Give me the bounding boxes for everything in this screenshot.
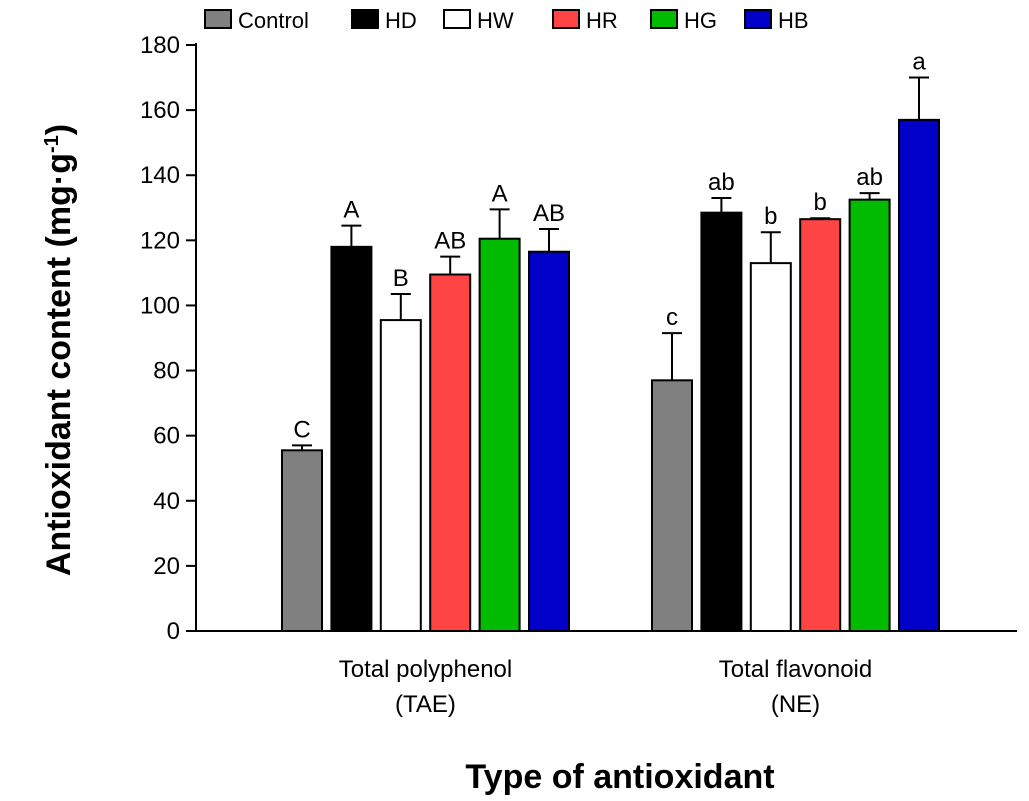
axes: 0 20 40 60 80 100 120 140 160 180 Total polyphenol…	[140, 32, 1017, 718]
y-axis-title: Antioxidant content (mg·g-1)	[40, 124, 78, 576]
plot-area: Cc Aab Bb AB b Aab AB a	[281, 49, 940, 633]
bar-hd-1	[700, 211, 743, 633]
sig-label-hw-0: B	[393, 265, 409, 292]
y-tick-label: 180	[140, 32, 180, 59]
bar-hg-1	[848, 198, 891, 632]
bar-hg-0	[478, 237, 521, 632]
y-tick-label: 120	[140, 227, 180, 254]
legend-swatch-hr	[552, 9, 580, 29]
legend-swatch-hg	[650, 9, 678, 29]
sig-label-hb-0: AB	[533, 200, 565, 227]
legend-swatch-hd	[351, 9, 379, 29]
y-tick-label: 160	[140, 97, 180, 124]
legend-label-control: Control	[238, 8, 309, 33]
sig-label-hg-0: A	[492, 180, 508, 207]
sig-label-control-1: c	[666, 304, 678, 331]
bar-control-1	[651, 379, 693, 633]
y-tick-label: 20	[153, 553, 180, 580]
y-tick-label: 100	[140, 292, 180, 319]
bar-hd-0	[330, 245, 373, 632]
legend-swatch-control	[204, 9, 232, 29]
x-axis-title: Type of antioxidant	[465, 758, 774, 796]
legend-swatch-hb	[744, 9, 772, 29]
legend-label-hr: HR	[586, 8, 618, 33]
bar-hb-0	[528, 250, 570, 632]
sig-label-hw-1: b	[764, 203, 777, 230]
bar-hw-1	[749, 262, 792, 632]
sig-label-hd-0: A	[343, 197, 359, 224]
sig-label-hb-1: a	[912, 49, 926, 76]
sig-label-control-0: C	[293, 416, 310, 443]
y-tick-label: 40	[153, 488, 180, 515]
y-tick-label: 140	[140, 162, 180, 189]
y-tick-label: 0	[167, 618, 180, 645]
category-label-sub: (TAE)	[395, 691, 456, 718]
legend-label-hb: HB	[778, 8, 809, 33]
bar-hr-0	[429, 273, 472, 632]
bar-hw-0	[379, 319, 422, 632]
legend-swatch-hw	[443, 9, 471, 29]
y-tick-label: 80	[153, 358, 180, 385]
sig-label-hr-1: b	[814, 189, 827, 216]
bar-hr-1	[799, 218, 842, 633]
sig-label-hd-1: ab	[708, 169, 735, 196]
category-label: Total polyphenol	[339, 656, 512, 683]
sig-label-hg-1: ab	[856, 164, 883, 191]
legend-label-hg: HG	[684, 8, 717, 33]
legend: Control HD HW HR HG HB	[204, 8, 809, 33]
category-label-sub: (NE)	[771, 691, 820, 718]
legend-label-hw: HW	[477, 8, 514, 33]
bar-control-0	[281, 449, 323, 633]
legend-label-hd: HD	[385, 8, 417, 33]
sig-label-hr-0: AB	[434, 228, 466, 255]
y-tick-label: 60	[153, 423, 180, 450]
bar-hb-1	[898, 118, 940, 632]
category-label: Total flavonoid	[719, 656, 872, 683]
